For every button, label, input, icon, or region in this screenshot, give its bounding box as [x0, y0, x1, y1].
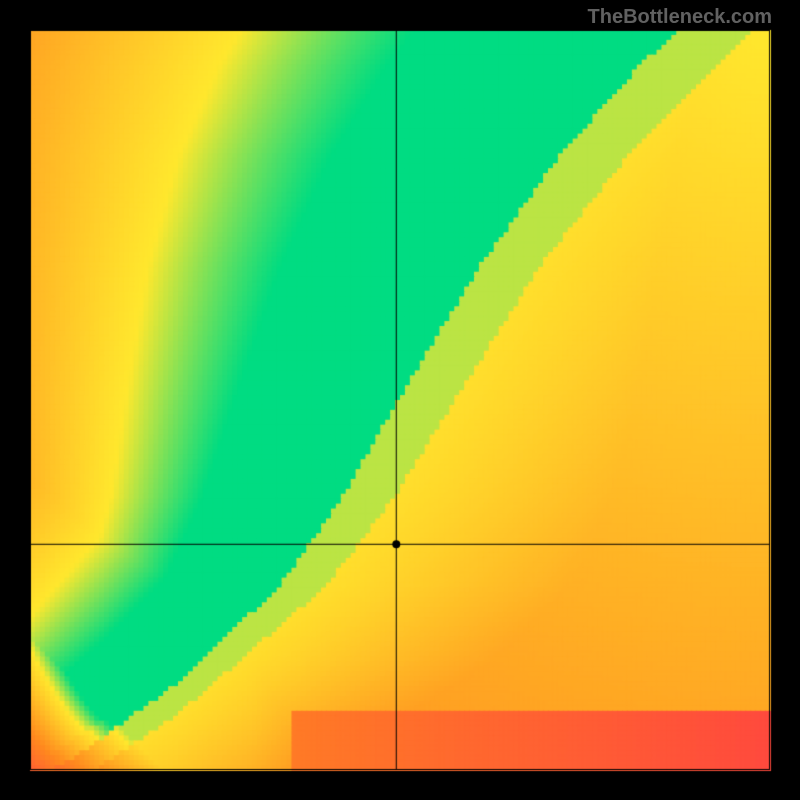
watermark-text: TheBottleneck.com	[588, 6, 772, 29]
heatmap-canvas	[0, 0, 800, 800]
chart-container: TheBottleneck.com	[0, 0, 800, 800]
